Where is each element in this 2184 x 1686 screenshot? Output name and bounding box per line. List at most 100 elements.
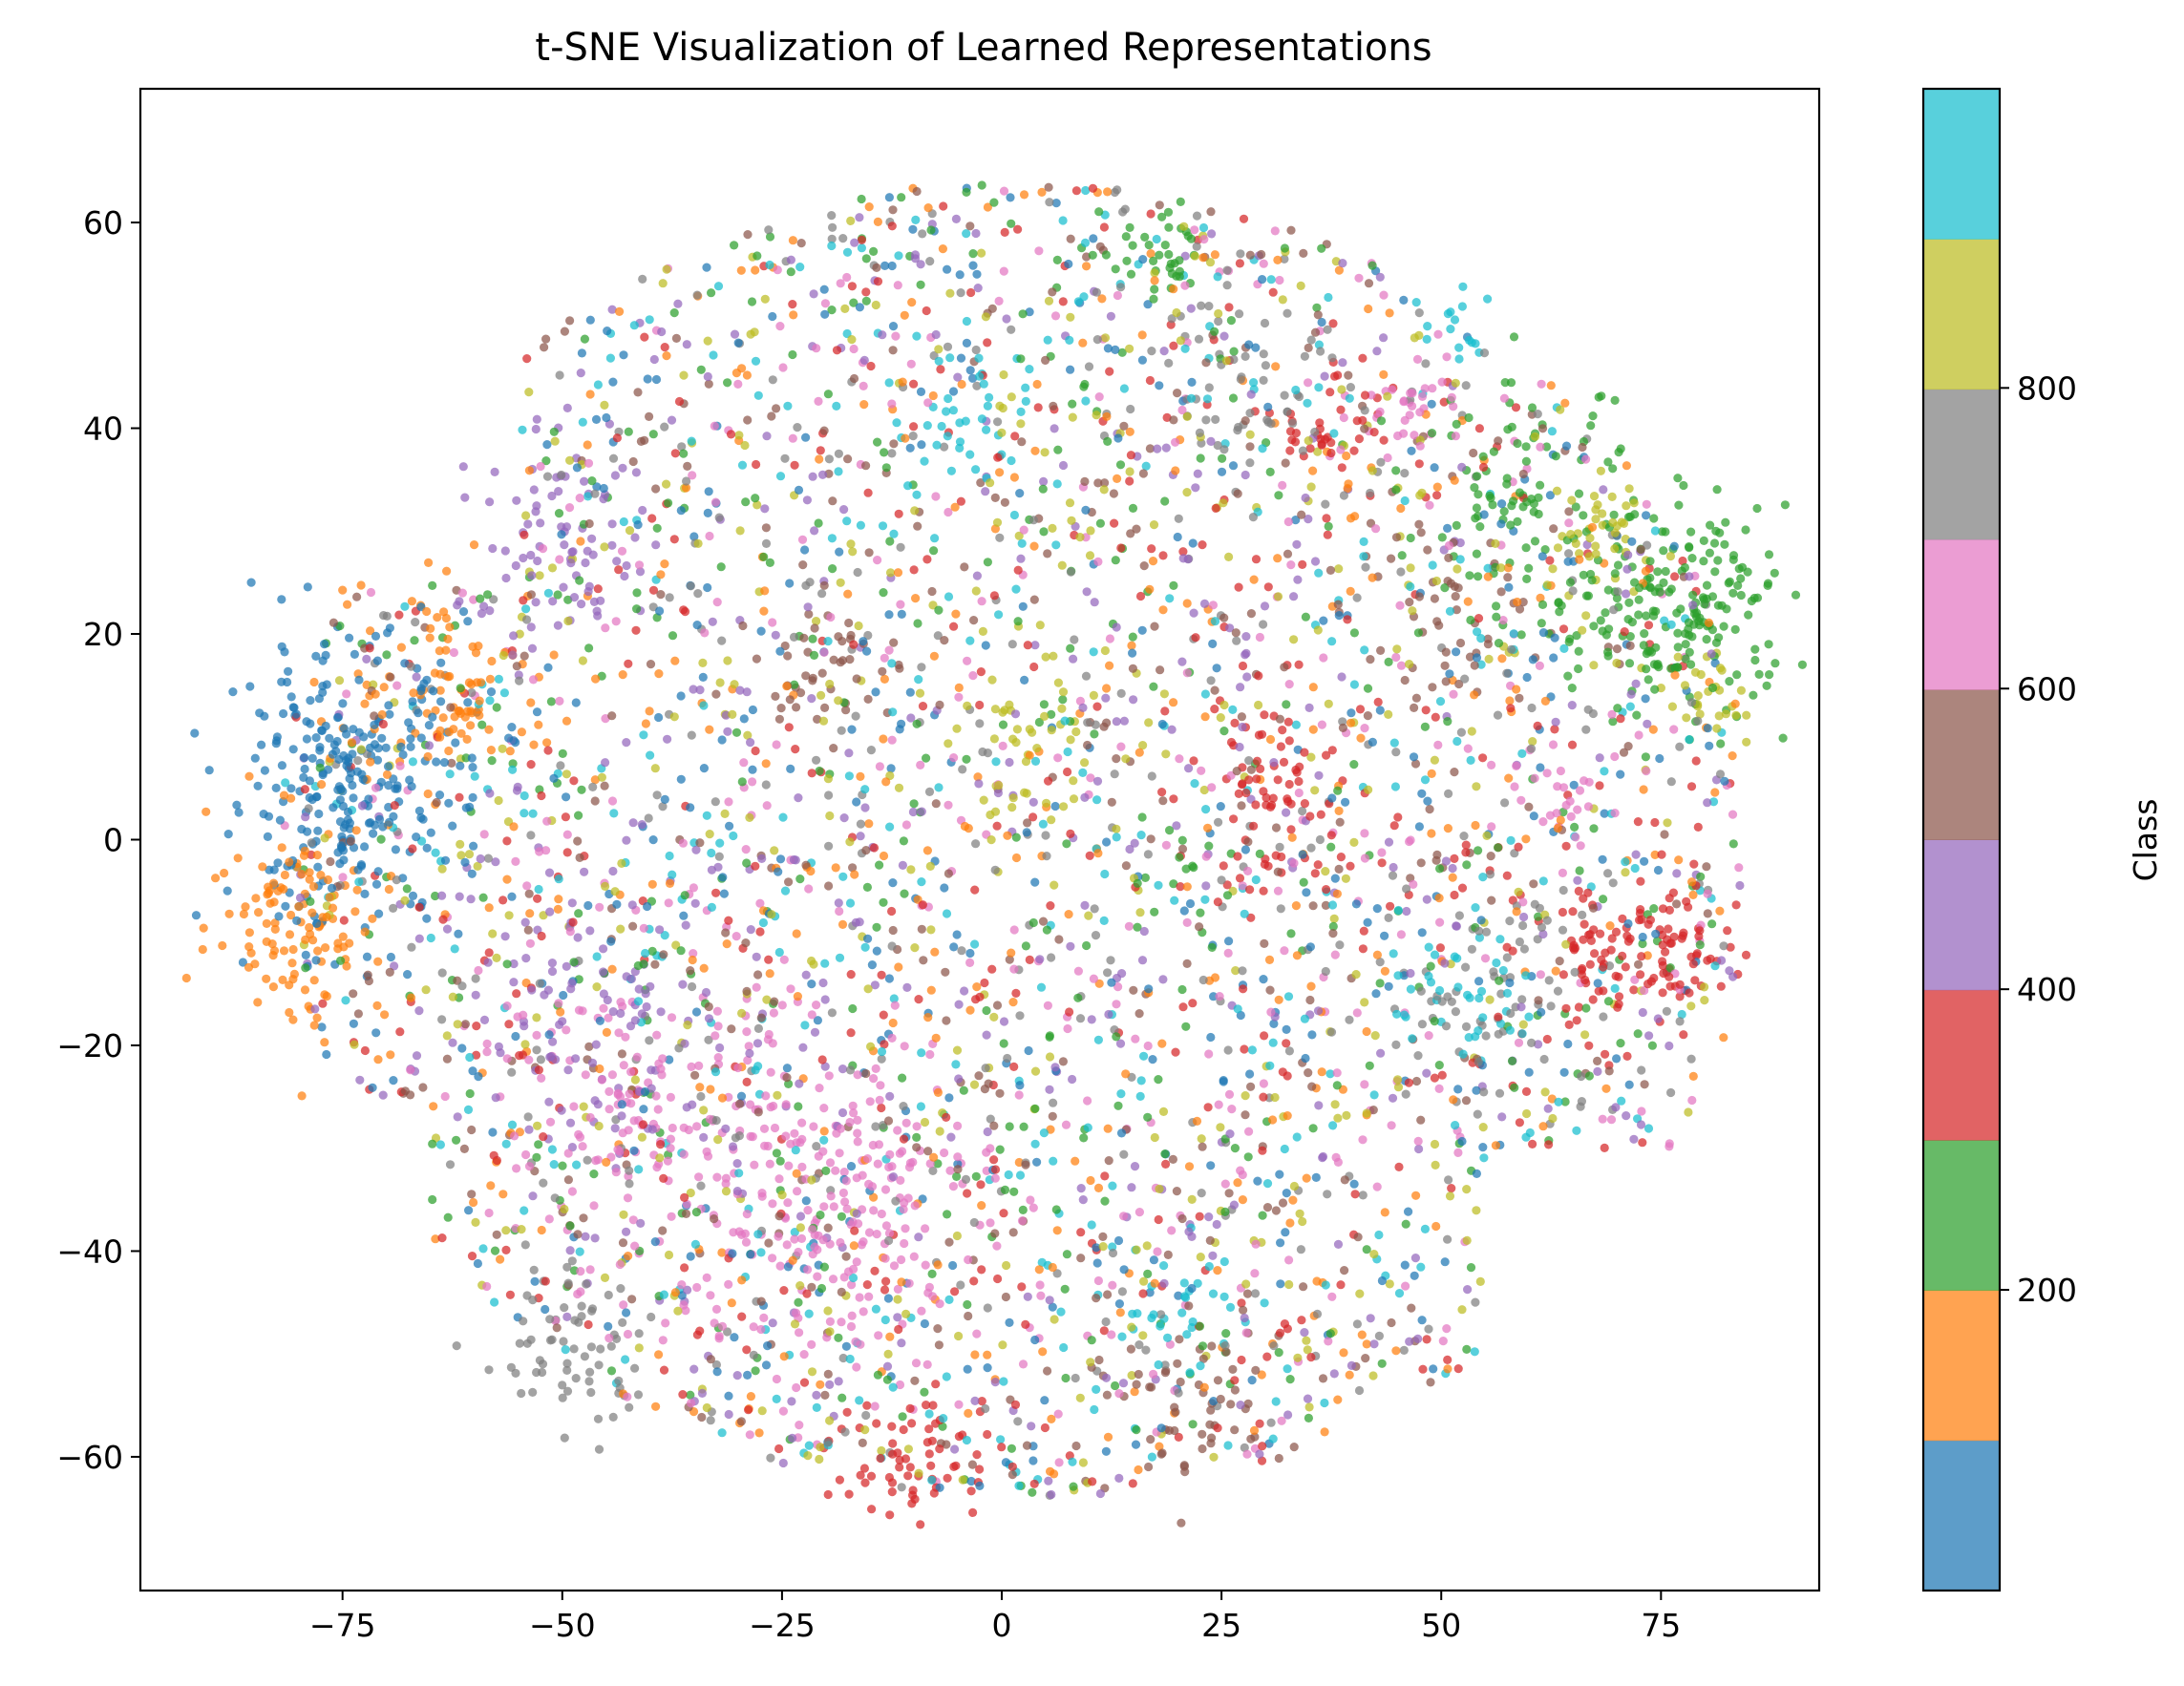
scatter-point bbox=[856, 771, 865, 782]
scatter-point bbox=[1234, 582, 1243, 592]
scatter-point bbox=[757, 1406, 767, 1416]
scatter-point bbox=[522, 881, 532, 891]
scatter-point bbox=[563, 1065, 573, 1075]
scatter-point bbox=[1198, 540, 1207, 550]
scatter-point bbox=[1764, 550, 1774, 559]
scatter-point bbox=[656, 1007, 666, 1017]
scatter-point bbox=[1391, 485, 1401, 495]
scatter-point bbox=[907, 1419, 917, 1428]
scatter-point bbox=[945, 1166, 955, 1175]
scatter-point bbox=[999, 186, 1009, 196]
scatter-point bbox=[482, 1281, 492, 1292]
scatter-point bbox=[843, 589, 853, 599]
scatter-point bbox=[1098, 1242, 1108, 1252]
scatter-point bbox=[1384, 657, 1393, 667]
scatter-point bbox=[1622, 1111, 1631, 1121]
scatter-point bbox=[1622, 501, 1631, 511]
scatter-point bbox=[715, 838, 725, 848]
scatter-point bbox=[737, 364, 747, 373]
scatter-point bbox=[648, 835, 658, 845]
scatter-point bbox=[1292, 951, 1302, 960]
scatter-point bbox=[956, 1280, 965, 1290]
scatter-point bbox=[479, 1015, 490, 1024]
scatter-point bbox=[435, 685, 445, 695]
scatter-point bbox=[966, 1476, 976, 1486]
scatter-point bbox=[371, 783, 381, 792]
scatter-point bbox=[576, 537, 585, 546]
scatter-point bbox=[1236, 374, 1245, 384]
scatter-point bbox=[505, 1290, 516, 1299]
scatter-point bbox=[1282, 1039, 1291, 1048]
scatter-point bbox=[257, 740, 266, 749]
scatter-point bbox=[1670, 670, 1680, 680]
scatter-point bbox=[1208, 601, 1218, 610]
scatter-point bbox=[1543, 1104, 1553, 1113]
scatter-point bbox=[511, 1031, 520, 1042]
scatter-point bbox=[584, 643, 594, 653]
scatter-point bbox=[484, 497, 495, 507]
scatter-point bbox=[669, 712, 679, 722]
scatter-point bbox=[1627, 537, 1637, 546]
scatter-point bbox=[948, 406, 959, 415]
scatter-point bbox=[228, 687, 238, 697]
scatter-point bbox=[1116, 543, 1126, 553]
scatter-point bbox=[1642, 611, 1651, 621]
scatter-point bbox=[259, 810, 268, 819]
scatter-point bbox=[342, 961, 351, 971]
scatter-point bbox=[803, 602, 813, 612]
scatter-point bbox=[1750, 655, 1760, 665]
scatter-point bbox=[1278, 295, 1287, 305]
scatter-point bbox=[1666, 777, 1676, 787]
scatter-point bbox=[1471, 1297, 1480, 1307]
scatter-point bbox=[869, 1192, 879, 1202]
scatter-point bbox=[1412, 354, 1423, 364]
scatter-point bbox=[1326, 438, 1336, 448]
scatter-point bbox=[517, 727, 527, 737]
scatter-point bbox=[1352, 593, 1362, 602]
scatter-point bbox=[1313, 1006, 1324, 1016]
scatter-point bbox=[717, 1428, 727, 1438]
scatter-point bbox=[504, 1020, 514, 1029]
scatter-point bbox=[607, 711, 617, 721]
scatter-point bbox=[908, 224, 918, 234]
scatter-point bbox=[1030, 756, 1041, 767]
scatter-point bbox=[321, 943, 330, 953]
scatter-point bbox=[945, 288, 955, 298]
scatter-point bbox=[456, 851, 466, 860]
scatter-point bbox=[828, 1275, 838, 1284]
scatter-point bbox=[982, 1030, 991, 1040]
scatter-point bbox=[861, 461, 871, 471]
scatter-point bbox=[1044, 776, 1053, 786]
scatter-point bbox=[617, 858, 626, 869]
scatter-point bbox=[1499, 507, 1509, 516]
scatter-point bbox=[469, 1197, 478, 1208]
scatter-point bbox=[765, 1159, 774, 1169]
scatter-point bbox=[1204, 1049, 1214, 1059]
scatter-point bbox=[607, 1070, 618, 1080]
scatter-point bbox=[1199, 235, 1209, 244]
scatter-point bbox=[1368, 573, 1377, 582]
scatter-point bbox=[1138, 1289, 1148, 1298]
scatter-point bbox=[1349, 628, 1359, 638]
scatter-point bbox=[1339, 491, 1348, 500]
scatter-point bbox=[699, 1132, 709, 1142]
scatter-point bbox=[512, 1164, 521, 1173]
scatter-point bbox=[1061, 1373, 1071, 1383]
scatter-point bbox=[1268, 287, 1278, 297]
scatter-point bbox=[855, 1396, 864, 1405]
scatter-point bbox=[562, 1312, 572, 1321]
scatter-point bbox=[1482, 831, 1492, 841]
scatter-point bbox=[1010, 709, 1021, 719]
scatter-point bbox=[305, 875, 314, 884]
scatter-point bbox=[306, 929, 315, 939]
scatter-point bbox=[1391, 1040, 1401, 1049]
scatter-point bbox=[913, 521, 922, 531]
scatter-point bbox=[877, 970, 886, 980]
scatter-point bbox=[1432, 482, 1442, 492]
scatter-point bbox=[883, 1116, 894, 1126]
scatter-point bbox=[1517, 748, 1527, 759]
scatter-point bbox=[1314, 340, 1324, 349]
scatter-point bbox=[889, 439, 899, 449]
scatter-point bbox=[1558, 868, 1567, 878]
scatter-point bbox=[453, 1020, 462, 1029]
